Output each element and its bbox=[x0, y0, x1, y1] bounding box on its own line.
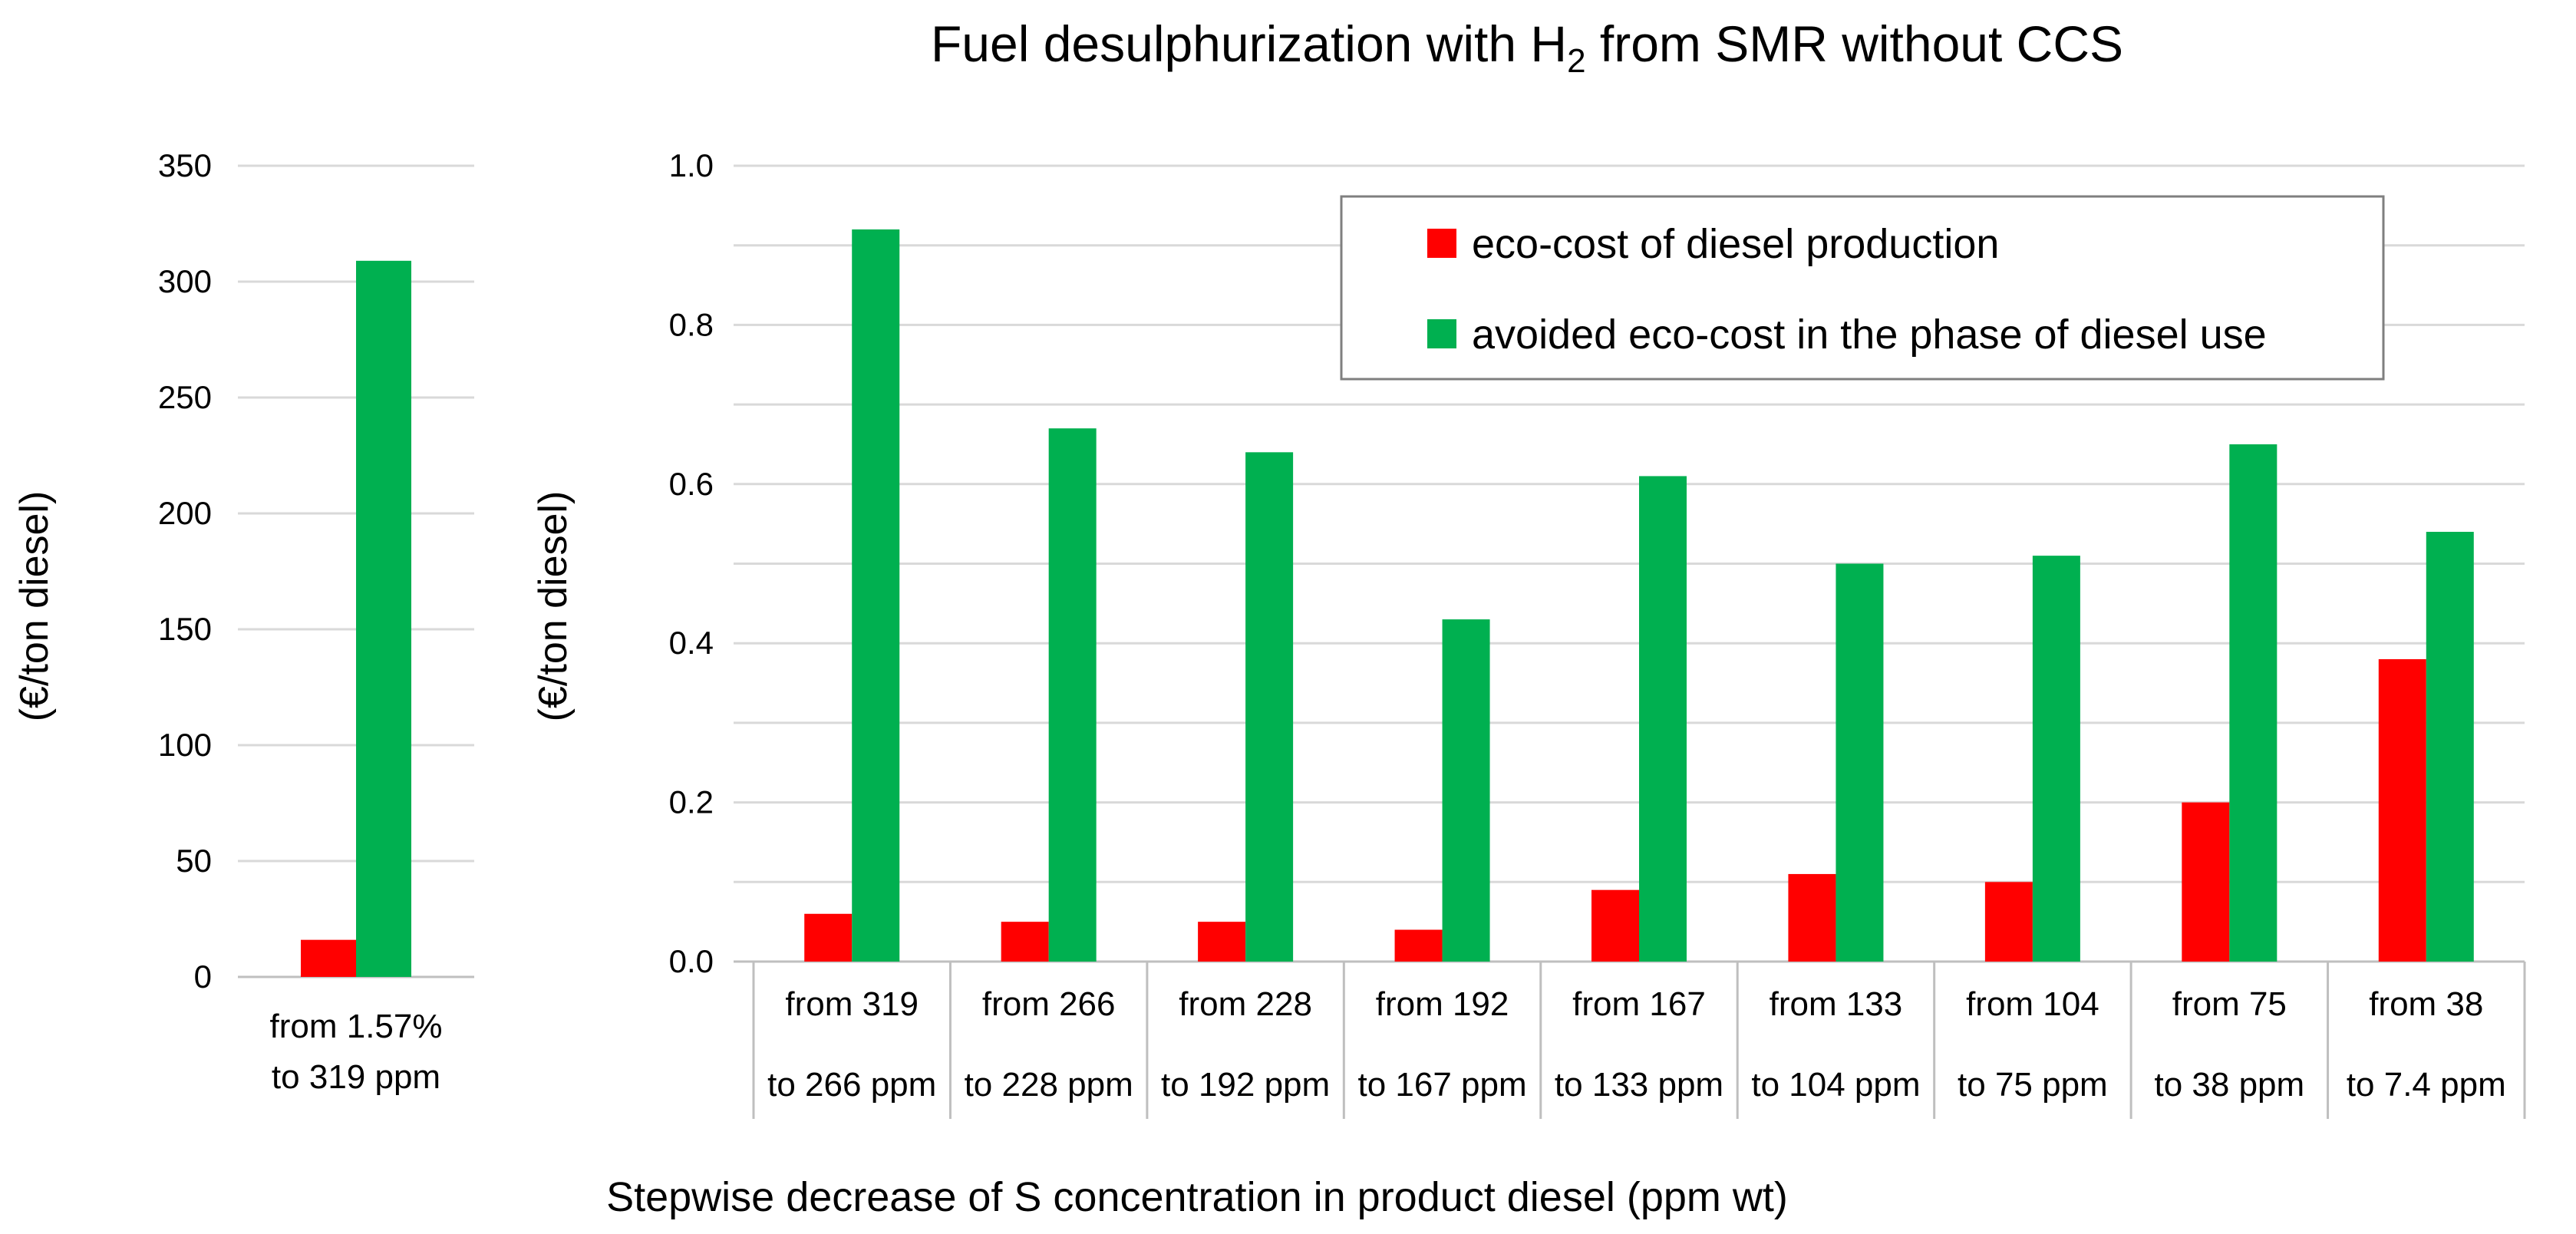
right-bar-production bbox=[1001, 922, 1049, 962]
legend-swatch-avoided bbox=[1427, 319, 1456, 348]
right-category-label-line2: to 75 ppm bbox=[1958, 1066, 2108, 1104]
right-category-label-line2: to 192 ppm bbox=[1161, 1066, 1330, 1104]
right-category-label-line1: from 167 bbox=[1572, 985, 1706, 1023]
right-bar-avoided bbox=[2426, 532, 2474, 962]
right-bar-production bbox=[2378, 658, 2426, 962]
left-y-axis-title: (€/ton diesel) bbox=[12, 491, 57, 722]
legend: eco-cost of diesel production avoided eco… bbox=[1340, 195, 2385, 381]
right-bar-production bbox=[1591, 889, 1639, 962]
right-bar-avoided bbox=[2032, 556, 2080, 962]
right-bar-avoided bbox=[852, 229, 900, 962]
right-bar-production bbox=[1198, 922, 1246, 962]
x-axis-title: Stepwise decrease of S concentration in … bbox=[606, 1174, 1788, 1220]
left-y-tick-label: 0 bbox=[194, 958, 212, 995]
right-category-label-line1: from 319 bbox=[785, 985, 919, 1023]
right-category-label-line1: from 192 bbox=[1376, 985, 1509, 1023]
right-category-label-line1: from 104 bbox=[1966, 985, 2099, 1023]
right-y-tick-label: 1.0 bbox=[669, 147, 714, 183]
chart-title-subscript: 2 bbox=[1567, 42, 1585, 80]
right-category-label-line2: to 104 ppm bbox=[1751, 1066, 1920, 1104]
left-category-label-line1: from 1.57% bbox=[270, 1008, 443, 1045]
left-y-tick-label: 100 bbox=[158, 727, 212, 763]
left-y-tick-label: 50 bbox=[176, 843, 212, 879]
right-y-axis-title: (€/ton diesel) bbox=[531, 491, 576, 722]
left-y-tick-label: 300 bbox=[158, 263, 212, 299]
left-y-tick-label: 150 bbox=[158, 611, 212, 647]
chart-title-prefix: Fuel desulphurization with H bbox=[931, 15, 1567, 72]
right-bar-avoided bbox=[1245, 452, 1294, 962]
right-y-tick-label: 0.6 bbox=[669, 466, 714, 502]
left-category-label-line2: to 319 ppm bbox=[272, 1058, 440, 1096]
left-bar-avoided bbox=[356, 260, 411, 977]
right-bar-avoided bbox=[1048, 428, 1097, 962]
right-bar-avoided bbox=[2229, 444, 2278, 962]
right-y-tick-label: 0.2 bbox=[669, 784, 714, 820]
right-bar-avoided bbox=[1639, 476, 1687, 962]
right-category-label-line1: from 133 bbox=[1770, 985, 1903, 1023]
left-y-tick-label: 350 bbox=[158, 147, 212, 183]
right-category-label-line2: to 167 ppm bbox=[1357, 1066, 1526, 1104]
right-category-label-line1: from 266 bbox=[982, 985, 1116, 1023]
right-bar-production bbox=[1788, 873, 1836, 962]
right-bar-production bbox=[1984, 882, 2033, 962]
right-bar-avoided bbox=[1442, 619, 1490, 962]
chart-title-suffix: from SMR without CCS bbox=[1586, 15, 2123, 72]
right-category-label-line2: to 228 ppm bbox=[965, 1066, 1133, 1104]
right-category-label-line2: to 7.4 ppm bbox=[2347, 1066, 2506, 1104]
right-bar-production bbox=[1394, 929, 1443, 962]
left-y-tick-label: 250 bbox=[158, 379, 212, 415]
right-bar-production bbox=[2182, 802, 2230, 962]
right-category-label-line1: from 38 bbox=[2369, 985, 2483, 1023]
legend-box bbox=[1340, 195, 2385, 381]
left-y-tick-label: 200 bbox=[158, 495, 212, 531]
right-bar-avoided bbox=[1836, 563, 1884, 962]
right-category-label-line2: to 38 ppm bbox=[2154, 1066, 2304, 1104]
legend-swatch-production bbox=[1427, 229, 1456, 258]
right-category-label-line2: to 266 ppm bbox=[767, 1066, 936, 1104]
legend-label-production: eco-cost of diesel production bbox=[1472, 221, 1999, 267]
legend-label-avoided: avoided eco-cost in the phase of diesel … bbox=[1472, 312, 2267, 358]
chart-title: Fuel desulphurization with H2 from SMR w… bbox=[931, 15, 2123, 80]
left-plot: 0 50 100 150 200 250 300 350 from 1.57% to 319 pp… bbox=[12, 147, 474, 1096]
right-y-tick-label: 0.4 bbox=[669, 625, 714, 661]
right-category-label-line2: to 133 ppm bbox=[1555, 1066, 1723, 1104]
right-bar-production bbox=[804, 913, 853, 962]
right-category-label-line1: from 228 bbox=[1179, 985, 1312, 1023]
right-category-label-line1: from 75 bbox=[2172, 985, 2287, 1023]
right-y-tick-label: 0.0 bbox=[669, 943, 714, 979]
right-y-tick-label: 0.8 bbox=[669, 306, 714, 342]
right-plot: 0.0 0.2 0.4 0.6 0.8 1.0 from 319 to 266 ppm from… bbox=[531, 147, 2526, 1119]
left-bar-production bbox=[301, 939, 356, 977]
